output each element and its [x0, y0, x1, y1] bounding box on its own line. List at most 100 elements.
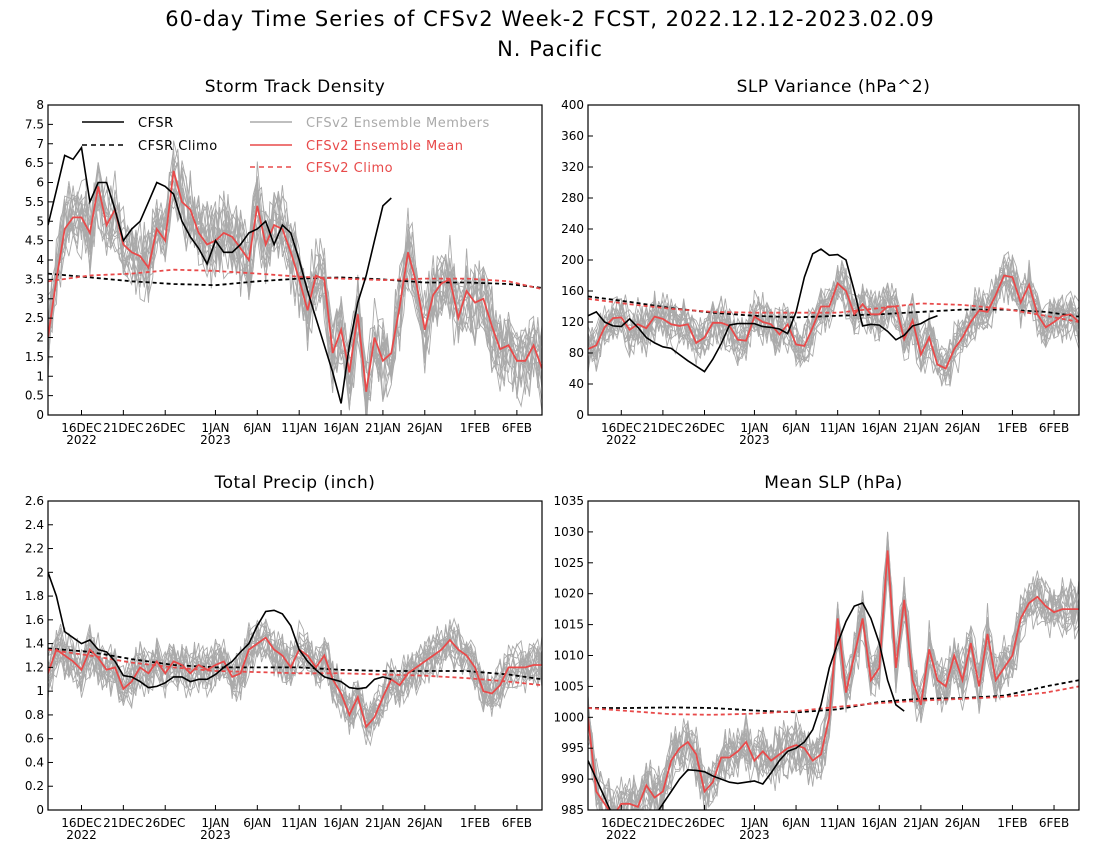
- y-tick-label: 1010: [553, 649, 584, 663]
- plot-frame: [47, 500, 543, 811]
- y-tick-label: 5: [36, 214, 44, 228]
- x-tick-year-label: 2023: [200, 828, 231, 842]
- y-tick-label: 320: [561, 160, 584, 174]
- y-tick-label: 1030: [553, 525, 584, 539]
- x-tick-label: 26JAN: [945, 421, 981, 435]
- y-tick-label: 400: [561, 98, 584, 112]
- panel-title: Total Precip (inch): [214, 473, 376, 493]
- x-tick-label: 11JAN: [281, 421, 317, 435]
- y-tick-label: 0: [576, 408, 584, 422]
- y-tick-label: 0.8: [25, 708, 44, 722]
- ensemble-mean-line: [48, 636, 542, 729]
- ensemble-member-line: [48, 178, 542, 401]
- x-tick-label: 21DEC: [643, 421, 683, 435]
- y-tick-label: 0.6: [25, 732, 44, 746]
- x-tick-label: 21JAN: [365, 421, 401, 435]
- x-tick-label: 26DEC: [145, 421, 185, 435]
- y-tick-label: 8: [36, 98, 44, 112]
- x-tick-label: 16JAN: [323, 816, 359, 830]
- x-tick-year-label: 2022: [66, 828, 97, 842]
- y-tick-label: 280: [561, 191, 584, 205]
- x-tick-label: 6JAN: [243, 421, 271, 435]
- y-tick-label: 1: [36, 684, 44, 698]
- ensemble-mean-line: [48, 170, 542, 392]
- y-tick-label: 1.6: [25, 613, 44, 627]
- y-tick-label: 1015: [553, 618, 584, 632]
- y-tick-label: 0: [36, 803, 44, 817]
- x-tick-label: 6JAN: [782, 421, 810, 435]
- y-tick-label: 4.5: [25, 234, 44, 248]
- cfsr-climo-line: [48, 272, 542, 289]
- legend-label: CFSv2 Climo: [306, 161, 393, 176]
- cfsv2-climo-line: [48, 648, 542, 687]
- panel-mean-slp-hpa: Mean SLP (hPa) 985 990 995 1000 1005 1010 1015 1…: [553, 473, 1080, 842]
- cfsr-climo-line: [48, 647, 542, 681]
- y-tick-label: 1: [36, 369, 44, 383]
- legend-label: CFSR Climo: [138, 139, 218, 154]
- y-tick-label: 1020: [553, 587, 584, 601]
- x-tick-label: 21DEC: [103, 421, 143, 435]
- y-tick-label: 1025: [553, 556, 584, 570]
- x-tick-label: 6JAN: [243, 816, 271, 830]
- y-tick-label: 5.5: [25, 195, 44, 209]
- y-tick-label: 1.4: [25, 637, 44, 651]
- x-tick-label: 1JAN: [740, 816, 768, 830]
- x-tick-label: 1JAN: [201, 816, 229, 830]
- y-tick-label: 0.5: [25, 389, 44, 403]
- y-tick-label: 120: [561, 315, 584, 329]
- x-tick-label: 1JAN: [740, 421, 768, 435]
- x-tick-label: 26JAN: [407, 816, 443, 830]
- x-tick-year-label: 2023: [200, 433, 231, 447]
- y-tick-label: 6: [36, 176, 44, 190]
- y-tick-label: 3: [36, 292, 44, 306]
- panel-storm-track-density: Storm Track Density 0 0.5 1 1.5 2 2.5 3 3.5 4 4.5 5…: [25, 77, 543, 447]
- y-tick-label: 2.4: [25, 518, 44, 532]
- x-tick-label: 21DEC: [103, 816, 143, 830]
- panel-title: SLP Variance (hPa^2): [737, 77, 931, 97]
- x-tick-label: 21DEC: [643, 816, 683, 830]
- x-tick-label: 11JAN: [820, 421, 856, 435]
- y-tick-label: 7: [36, 137, 44, 151]
- x-tick-year-label: 2022: [606, 828, 637, 842]
- ensemble-members: [588, 531, 1079, 810]
- y-tick-label: 1035: [553, 494, 584, 508]
- y-tick-label: 1005: [553, 679, 584, 693]
- x-tick-label: 26DEC: [684, 421, 724, 435]
- x-tick-year-label: 2023: [739, 828, 770, 842]
- x-tick-label: 21JAN: [903, 421, 939, 435]
- x-tick-label: 11JAN: [820, 816, 856, 830]
- x-tick-label: 6FEB: [1039, 421, 1069, 435]
- y-tick-label: 1.2: [25, 660, 44, 674]
- y-tick-label: 40: [569, 377, 584, 391]
- y-tick-label: 995: [561, 741, 584, 755]
- cfsr-line: [48, 572, 392, 690]
- y-tick-label: 200: [561, 253, 584, 267]
- ensemble-member-line: [48, 171, 542, 394]
- x-tick-label: 1FEB: [460, 816, 490, 830]
- y-tick-label: 2.2: [25, 542, 44, 556]
- x-tick-label: 16JAN: [323, 421, 359, 435]
- y-tick-label: 0: [36, 408, 44, 422]
- y-tick-label: 160: [561, 284, 584, 298]
- x-tick-label: 1JAN: [201, 421, 229, 435]
- ensemble-member-line: [48, 617, 542, 747]
- y-tick-label: 7.5: [25, 117, 44, 131]
- y-tick-label: 1.8: [25, 589, 44, 603]
- y-tick-label: 2: [36, 565, 44, 579]
- y-tick-label: 80: [569, 346, 584, 360]
- ensemble-member-line: [588, 271, 1079, 373]
- legend-label: CFSv2 Ensemble Members: [306, 116, 490, 131]
- y-tick-label: 240: [561, 222, 584, 236]
- y-tick-label: 1000: [553, 710, 584, 724]
- ensemble-mean-line: [588, 550, 1079, 810]
- x-tick-label: 16DEC: [601, 816, 641, 830]
- x-tick-label: 16DEC: [61, 816, 101, 830]
- ensemble-members: [48, 617, 542, 747]
- ensemble-member-line: [48, 624, 542, 745]
- y-tick-label: 2.5: [25, 311, 44, 325]
- y-tick-label: 0.2: [25, 779, 44, 793]
- cfsr-climo-line: [588, 295, 1079, 319]
- y-tick-label: 6.5: [25, 156, 44, 170]
- x-tick-label: 1FEB: [997, 421, 1027, 435]
